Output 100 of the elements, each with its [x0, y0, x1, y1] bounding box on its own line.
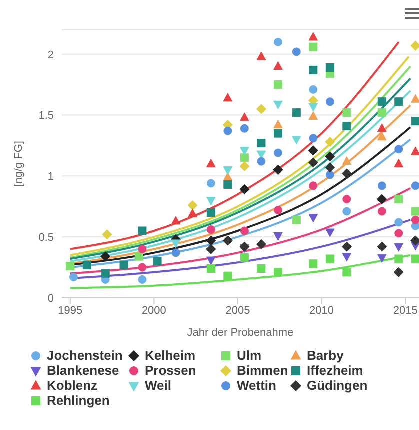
point: [274, 61, 283, 70]
point: [138, 275, 147, 284]
point: [325, 137, 336, 148]
point: [240, 112, 250, 122]
point: [274, 148, 282, 158]
point: [309, 182, 318, 190]
point: [240, 254, 249, 262]
point: [394, 267, 404, 278]
point: [274, 100, 283, 110]
point: [326, 64, 334, 72]
point: [256, 239, 266, 250]
point: [240, 124, 249, 133]
point: [411, 254, 419, 264]
legend-label: Güdingen: [307, 378, 368, 393]
legend-label: Ulm: [237, 348, 262, 363]
point: [274, 129, 282, 138]
point: [394, 195, 404, 204]
y-tick-label: 0.5: [38, 232, 54, 244]
x-tick-label: 1995: [58, 304, 83, 317]
point: [206, 158, 216, 168]
point: [274, 38, 282, 46]
point: [309, 85, 318, 94]
point: [394, 98, 404, 106]
y-tick-label: 0: [48, 292, 54, 305]
y-tick-label: 2: [48, 49, 54, 62]
point: [411, 216, 419, 224]
point: [308, 32, 318, 41]
point: [206, 179, 216, 188]
point: [274, 120, 283, 128]
legend-label: Iffezheim: [307, 363, 364, 378]
point: [308, 111, 318, 120]
point: [273, 165, 284, 176]
point: [256, 104, 266, 114]
legend-label: Koblenz: [47, 378, 98, 393]
point: [101, 269, 110, 278]
point: [188, 208, 198, 218]
point: [223, 93, 233, 102]
point: [326, 254, 334, 264]
point: [309, 66, 318, 74]
point: [342, 268, 352, 277]
point: [394, 145, 404, 154]
point: [309, 134, 318, 143]
legend-label: Bimmen: [237, 363, 288, 378]
point: [378, 207, 386, 216]
x-tick-label: 2015: [393, 304, 418, 317]
point: [342, 108, 352, 118]
point: [292, 108, 301, 118]
point: [308, 146, 318, 156]
point: [394, 254, 404, 264]
point: [411, 117, 419, 126]
point: [292, 48, 301, 56]
point: [224, 180, 232, 189]
point: [206, 226, 216, 234]
point: [134, 252, 144, 261]
point: [274, 268, 282, 277]
legend-label: Jochenstein: [47, 348, 123, 363]
point: [378, 108, 386, 118]
y-axis-title: [ng/g FG]: [12, 141, 25, 187]
point: [240, 242, 250, 252]
point: [377, 194, 388, 204]
point: [102, 230, 112, 240]
point: [257, 157, 266, 166]
point: [240, 154, 249, 162]
point: [240, 226, 249, 236]
point: [377, 242, 388, 252]
point: [138, 263, 147, 272]
point: [222, 236, 233, 246]
point: [308, 158, 318, 168]
point: [274, 80, 282, 90]
x-tick-label: 2005: [226, 304, 250, 317]
point: [377, 132, 387, 141]
point: [378, 98, 386, 106]
point: [342, 207, 352, 216]
legend-label: Wettin: [237, 378, 276, 393]
point: [206, 208, 216, 217]
point: [309, 260, 318, 268]
point: [342, 195, 352, 204]
point: [342, 253, 352, 262]
point: [223, 166, 233, 176]
legend-label: Blankenese: [47, 363, 120, 378]
point: [342, 122, 352, 130]
point: [69, 273, 78, 282]
y-tick-label: 1: [48, 171, 54, 184]
point: [292, 216, 301, 224]
point: [325, 162, 336, 173]
legend-label: Weil: [145, 378, 172, 393]
point: [394, 158, 404, 168]
point: [394, 218, 404, 227]
point: [224, 126, 232, 136]
x-tick-label: 2010: [310, 304, 334, 317]
point: [172, 248, 180, 258]
point: [326, 170, 334, 180]
point: [240, 147, 250, 156]
point: [342, 242, 352, 252]
point: [82, 260, 92, 270]
point: [206, 256, 216, 266]
point: [206, 244, 216, 254]
point: [188, 200, 198, 210]
point: [138, 226, 147, 236]
point: [138, 245, 147, 254]
